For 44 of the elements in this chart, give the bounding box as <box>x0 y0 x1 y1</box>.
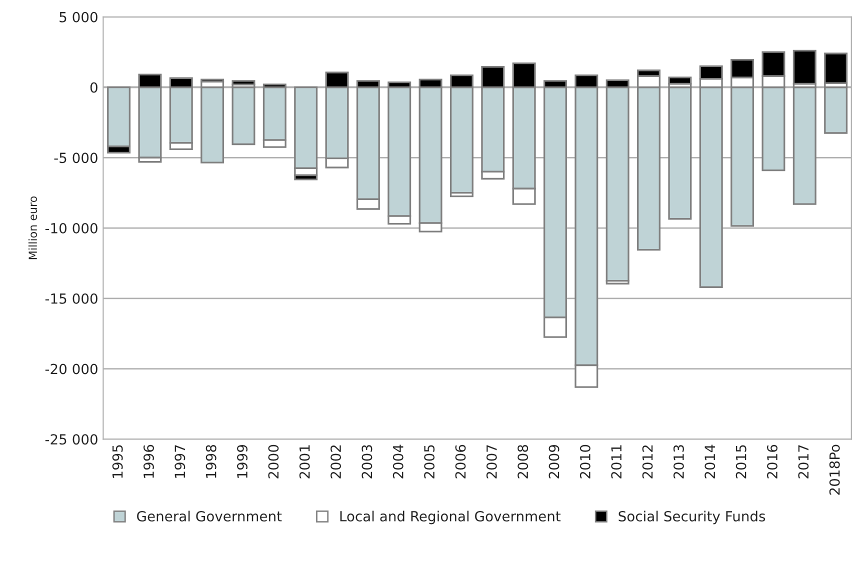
x-tick-label: 2017 <box>798 445 809 478</box>
y-tick-label: -25 000 <box>45 434 98 445</box>
x-tick-label: 2003 <box>362 445 372 478</box>
x-tick-label: 2005 <box>424 445 435 478</box>
y-tick-label: 0 <box>90 82 98 93</box>
x-tick-label: 1999 <box>237 444 248 478</box>
x-tick-label: 2012 <box>642 445 653 478</box>
bar <box>824 86 848 134</box>
bar <box>232 86 256 146</box>
x-tick-label: 2011 <box>611 445 622 478</box>
x-tick-label: 2010 <box>580 444 590 478</box>
x-tick-label: 2006 <box>455 444 466 478</box>
x-tick-label: 2007 <box>486 445 497 478</box>
y-tick-label: -20 000 <box>45 364 98 374</box>
x-tick-label: 2013 <box>673 445 684 478</box>
y-tick-label: -5 000 <box>54 152 98 164</box>
y-tick-label: -10 000 <box>45 222 98 234</box>
bar <box>824 52 848 84</box>
x-tick-label: 2015 <box>736 445 746 478</box>
x-tick-label: 2001 <box>299 445 310 478</box>
bar <box>792 50 816 85</box>
bar <box>668 76 692 85</box>
legend-label: Local and Regional Government <box>340 510 561 524</box>
bar <box>668 86 692 220</box>
x-tick-label: 2008 <box>518 444 528 478</box>
legend-label: General Government <box>137 510 282 522</box>
y-tick-label: 5 000 <box>60 12 98 22</box>
x-tick-label: 2004 <box>392 444 404 478</box>
bar <box>232 80 256 86</box>
x-tick-label: 1997 <box>174 445 186 478</box>
x-tick-label: 2000 <box>268 444 279 478</box>
x-tick-label: 1998 <box>206 444 216 478</box>
bar <box>792 86 816 205</box>
x-tick-label: 2014 <box>704 444 716 478</box>
x-tick-label: 2002 <box>330 445 342 478</box>
y-axis-title: Million euro <box>28 196 38 260</box>
x-tick-label: 2018Po <box>829 444 840 495</box>
legend-label: Social Security Funds <box>618 510 766 524</box>
x-tick-label: 2016 <box>766 444 778 478</box>
x-tick-label: 1995 <box>112 445 123 478</box>
x-tick-label: 2009 <box>548 444 560 478</box>
y-tick-label: -15 000 <box>45 293 98 304</box>
bar <box>200 86 224 164</box>
x-tick-label: 1996 <box>143 444 154 478</box>
